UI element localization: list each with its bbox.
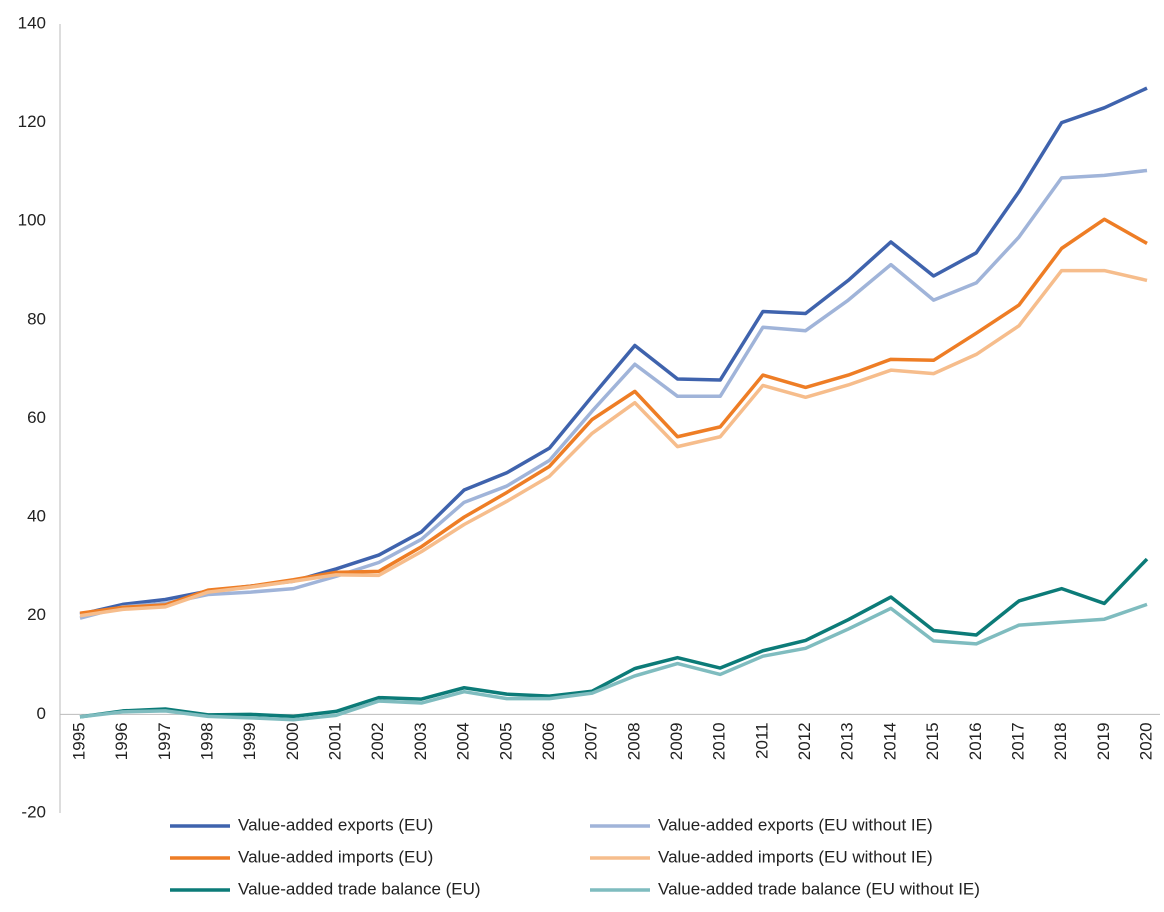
- series-line: [79, 557, 1149, 719]
- legend-label: Value-added exports (EU): [238, 815, 433, 834]
- x-tick-label: 2008: [624, 722, 643, 760]
- legend-label: Value-added imports (EU): [238, 847, 433, 866]
- x-tick-label: 2016: [966, 722, 985, 760]
- legend-label: Value-added exports (EU without IE): [658, 815, 933, 834]
- x-tick-label: 2003: [411, 722, 430, 760]
- x-tick-label: 2012: [795, 722, 814, 760]
- x-tick-label: 1999: [240, 722, 259, 760]
- x-tick-label: 2020: [1136, 722, 1155, 760]
- y-tick-label: 20: [27, 605, 46, 624]
- x-tick-label: 2009: [667, 722, 686, 760]
- legend-label: Value-added trade balance (EU without IE…: [658, 879, 980, 898]
- x-tick-label: 2002: [368, 722, 387, 760]
- x-tick-label: 2001: [326, 722, 345, 760]
- series-line: [79, 268, 1148, 618]
- y-tick-label: 80: [27, 309, 46, 328]
- x-tick-label: 2000: [283, 722, 302, 760]
- y-tick-label: 40: [27, 507, 46, 526]
- y-tick-label: 60: [27, 408, 46, 427]
- x-tick-label: 2011: [752, 722, 771, 759]
- series-line: [79, 168, 1148, 620]
- x-tick-label: 2007: [582, 722, 601, 760]
- y-tick-label: 0: [37, 704, 46, 723]
- x-tick-label: 2010: [710, 722, 729, 760]
- x-tick-label: 2005: [496, 722, 515, 760]
- x-tick-label: 2018: [1051, 722, 1070, 760]
- legend-label: Value-added trade balance (EU): [238, 879, 481, 898]
- x-tick-label: 1998: [198, 722, 217, 760]
- x-tick-label: 2014: [880, 722, 899, 760]
- x-tick-label: 2019: [1094, 722, 1113, 760]
- x-tick-label: 2015: [923, 722, 942, 760]
- x-tick-label: 1997: [155, 722, 174, 760]
- y-tick-label: 140: [18, 13, 46, 32]
- series-line: [79, 602, 1148, 722]
- legend-label: Value-added imports (EU without IE): [658, 847, 933, 866]
- x-tick-label: 1996: [112, 722, 131, 760]
- x-tick-label: 1995: [69, 722, 88, 760]
- y-tick-label: 120: [18, 112, 46, 131]
- y-tick-label: -20: [21, 802, 46, 821]
- x-tick-label: 2004: [454, 722, 473, 760]
- x-tick-label: 2013: [838, 722, 857, 760]
- series-line: [79, 86, 1148, 616]
- y-tick-label: 100: [18, 211, 46, 230]
- x-tick-label: 2006: [539, 722, 558, 760]
- x-tick-label: 2017: [1008, 722, 1027, 760]
